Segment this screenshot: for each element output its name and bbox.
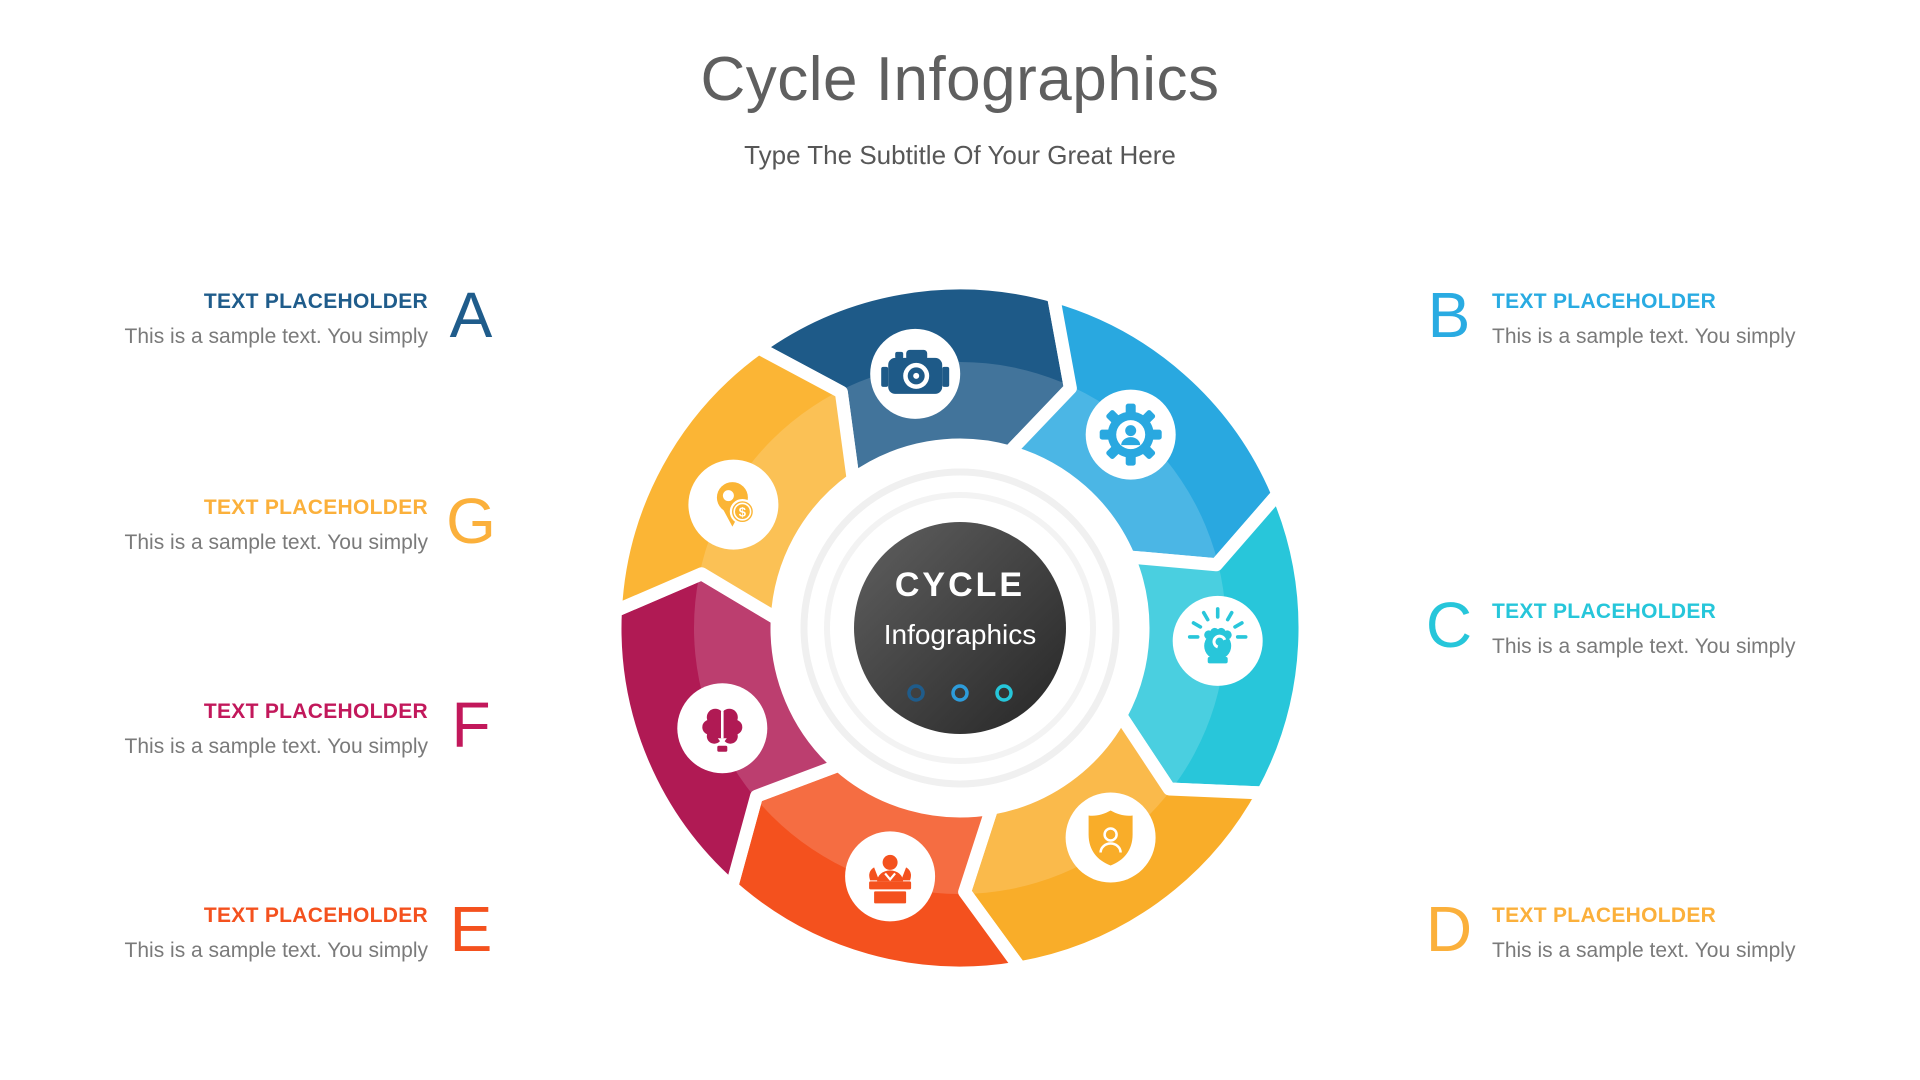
presenter-icon	[845, 831, 936, 922]
svg-text:$: $	[739, 504, 747, 519]
item-g: TEXT PLACEHOLDER This is a sample text. …	[78, 496, 428, 555]
hub-dot-3	[995, 684, 1013, 702]
fist-rays-icon	[1172, 595, 1263, 686]
item-f-letter: F	[451, 689, 491, 761]
item-b: TEXT PLACEHOLDER This is a sample text. …	[1492, 290, 1892, 349]
item-d: TEXT PLACEHOLDER This is a sample text. …	[1492, 904, 1892, 963]
hub-ring-inner	[824, 492, 1096, 764]
item-c-body: This is a sample text. You simply	[1492, 635, 1796, 658]
item-b-letter: B	[1427, 279, 1471, 351]
item-f: TEXT PLACEHOLDER This is a sample text. …	[78, 700, 428, 759]
camera-icon	[870, 328, 961, 419]
item-a: TEXT PLACEHOLDER This is a sample text. …	[78, 290, 428, 349]
item-a-body: This is a sample text. You simply	[124, 325, 428, 348]
item-e-letter: E	[449, 893, 493, 965]
item-f-heading: TEXT PLACEHOLDER	[203, 700, 428, 723]
page-subtitle: Type The Subtitle Of Your Great Here	[744, 140, 1176, 170]
cycle-wheel: CYCLE Infographics	[610, 278, 1310, 978]
item-d-heading: TEXT PLACEHOLDER	[1492, 904, 1717, 927]
item-b-body: This is a sample text. You simply	[1492, 325, 1796, 348]
item-g-letter: G	[446, 485, 496, 557]
item-d-letter: D	[1425, 893, 1473, 965]
money-pin-icon: $	[688, 459, 779, 550]
item-c-heading: TEXT PLACEHOLDER	[1492, 600, 1717, 623]
hub-dot-1	[907, 684, 925, 702]
item-a-heading: TEXT PLACEHOLDER	[203, 290, 428, 313]
hub-dot-2	[951, 684, 969, 702]
item-e-heading: TEXT PLACEHOLDER	[203, 904, 428, 927]
item-a-letter: A	[449, 279, 493, 351]
item-b-heading: TEXT PLACEHOLDER	[1492, 290, 1717, 313]
item-e-body: This is a sample text. You simply	[124, 939, 428, 962]
hub-title: CYCLE	[895, 566, 1025, 604]
item-e: TEXT PLACEHOLDER This is a sample text. …	[78, 904, 428, 963]
brain-icon	[677, 683, 768, 774]
item-f-body: This is a sample text. You simply	[124, 735, 428, 758]
item-g-body: This is a sample text. You simply	[124, 531, 428, 554]
gear-user-icon	[1085, 389, 1176, 480]
item-d-body: This is a sample text. You simply	[1492, 939, 1796, 962]
hub-ring-mid	[800, 468, 1120, 788]
shield-user-icon	[1065, 792, 1156, 883]
hub-circle	[854, 522, 1066, 734]
page-title: Cycle Infographics	[700, 45, 1220, 114]
item-g-heading: TEXT PLACEHOLDER	[203, 496, 428, 519]
item-c-letter: C	[1425, 589, 1473, 661]
item-c: TEXT PLACEHOLDER This is a sample text. …	[1492, 600, 1892, 659]
hub-subtitle: Infographics	[884, 619, 1037, 650]
